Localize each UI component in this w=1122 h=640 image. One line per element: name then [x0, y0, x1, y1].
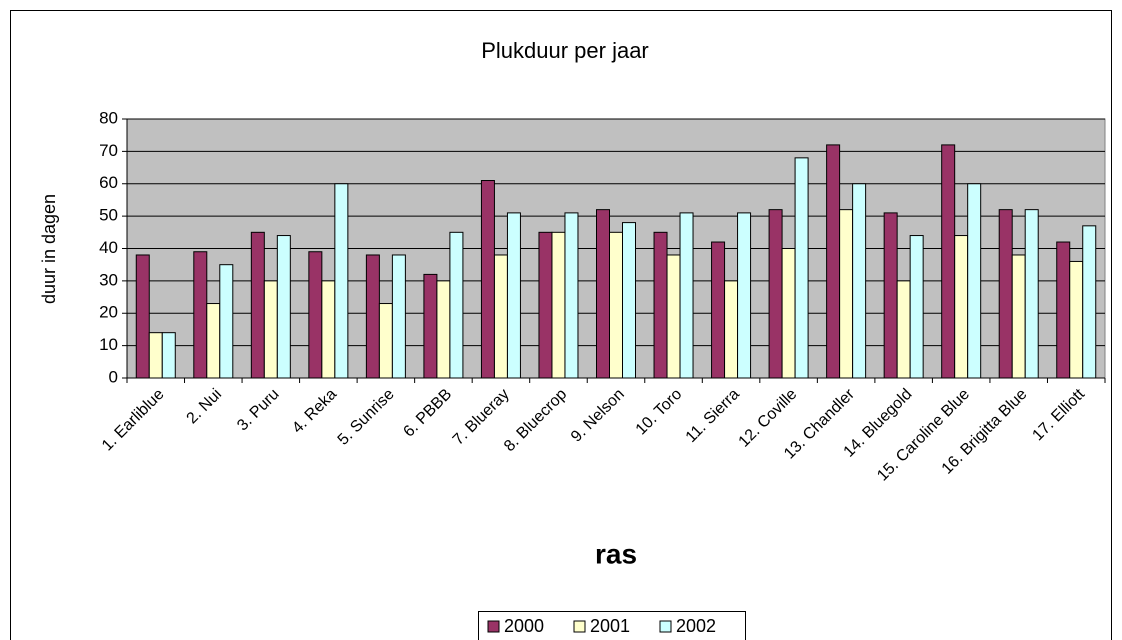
bar [1069, 260, 1084, 379]
bar [883, 212, 898, 379]
y-tick-label: 80 [99, 108, 118, 127]
bar [308, 251, 323, 379]
bar [653, 231, 668, 379]
legend-box [478, 611, 746, 640]
bar [391, 254, 406, 379]
bar [954, 235, 969, 379]
legend-swatch [573, 620, 586, 633]
legend-swatch [487, 620, 500, 633]
y-tick-label: 40 [99, 238, 118, 257]
y-tick-label: 20 [99, 303, 118, 322]
bar [321, 280, 336, 379]
chart-title: Plukduur per jaar [481, 38, 649, 63]
bar [724, 280, 739, 379]
bar [480, 180, 495, 379]
bar [449, 231, 464, 379]
y-tick-label: 50 [99, 206, 118, 225]
bar [250, 231, 265, 379]
bar [967, 183, 982, 379]
bar [334, 183, 349, 379]
bar [193, 251, 208, 379]
bar [596, 209, 610, 379]
y-tick-label: 30 [99, 270, 118, 289]
y-tick-label: 0 [109, 367, 118, 386]
bar [609, 231, 623, 379]
bar [768, 209, 783, 379]
legend-swatch [659, 620, 672, 633]
y-axis-label: duur in dagen [39, 194, 59, 304]
bar [998, 209, 1013, 379]
bar [679, 212, 694, 379]
bar [423, 273, 438, 379]
legend-label: 2001 [590, 616, 630, 636]
bar [206, 303, 221, 379]
y-tick-label: 60 [99, 173, 118, 192]
bar [263, 280, 278, 379]
bar [794, 157, 809, 379]
bar [538, 231, 553, 379]
bar [135, 254, 150, 379]
bar [909, 235, 924, 379]
bar [506, 212, 521, 379]
bar [826, 144, 841, 379]
bar [493, 254, 508, 379]
bar [551, 231, 566, 379]
legend-label: 2002 [676, 616, 716, 636]
bar [852, 183, 867, 379]
bar [1082, 225, 1097, 379]
bar [711, 241, 726, 379]
bar [941, 144, 956, 379]
bar [365, 254, 380, 379]
bar [781, 248, 796, 379]
bar [378, 303, 393, 379]
bar [896, 280, 911, 379]
bar [276, 235, 291, 379]
bar [219, 264, 234, 379]
bar [1056, 241, 1071, 379]
bar [622, 222, 636, 379]
legend-label: 2000 [504, 616, 544, 636]
bar [1011, 254, 1026, 379]
bar [737, 212, 752, 379]
bar [839, 209, 854, 379]
bar [436, 280, 451, 379]
bar [564, 212, 579, 379]
bar [148, 332, 163, 379]
y-tick-label: 10 [99, 335, 118, 354]
bar [1024, 209, 1039, 379]
x-axis-label: ras [595, 538, 637, 569]
y-tick-label: 70 [99, 141, 118, 160]
bar [666, 254, 681, 379]
bar [161, 332, 176, 379]
